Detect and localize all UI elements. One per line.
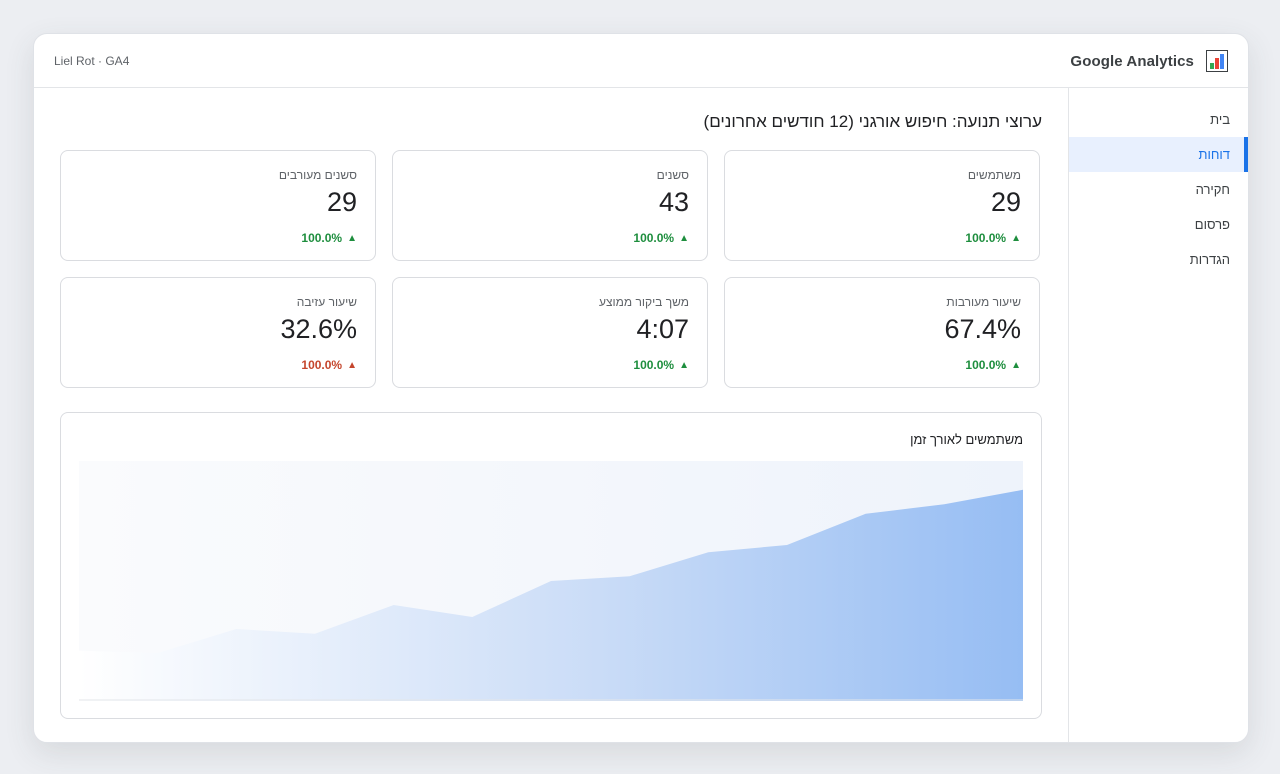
sidebar-item-settings[interactable]: הגדרות [1189, 252, 1230, 267]
top-bar: Liel Rot · GA4 Google Analytics [34, 34, 1248, 88]
metric-label: סשנים [656, 168, 689, 182]
trend-up-icon: ▲ [347, 359, 357, 371]
metric-card-engagement-rate[interactable]: שיעור מעורבות 67.4% ▲ 100.0% [724, 277, 1040, 388]
metric-card-avg-duration[interactable]: משך ביקור ממוצע 4:07 ▲ 100.0% [392, 277, 708, 388]
metric-label: סשנים מעורבים [278, 168, 357, 182]
users-area-series [79, 489, 1023, 701]
trend-up-icon: ▲ [347, 232, 357, 244]
metric-value: 67.4% [944, 314, 1021, 344]
sidebar-item-home[interactable]: בית [1210, 112, 1230, 127]
brand-title: Google Analytics [1070, 52, 1194, 70]
metric-delta: ▲ 100.0% [633, 231, 689, 245]
sidebar: בית דוחות חקירה פרסום הגדרות [1068, 88, 1248, 742]
trend-up-icon: ▲ [1011, 359, 1021, 371]
metric-value: 29 [990, 187, 1021, 217]
metric-card-bounce-rate[interactable]: שיעור עזיבה 32.6% ▲ 100.0% [60, 277, 376, 388]
metric-value: 4:07 [636, 314, 689, 344]
chart-title: משתמשים לאורך זמן [910, 432, 1023, 447]
metric-label: שיעור עזיבה [296, 295, 357, 309]
sidebar-item-explore[interactable]: חקירה [1195, 182, 1230, 197]
analytics-logo-icon [1206, 50, 1228, 72]
metric-delta: ▲ 100.0% [301, 358, 357, 372]
sidebar-item-advertising[interactable]: פרסום [1194, 217, 1230, 232]
page-title: ערוצי תנועה: חיפוש אורגני (12 חודשים אחר… [703, 112, 1042, 131]
metric-card-sessions[interactable]: סשנים 43 ▲ 100.0% [392, 150, 708, 261]
metric-value: 43 [658, 187, 689, 217]
metric-label: משתמשים [967, 168, 1021, 182]
metric-delta: ▲ 100.0% [965, 358, 1021, 372]
metric-delta: ▲ 100.0% [301, 231, 357, 245]
users-over-time-card: משתמשים לאורך זמן [60, 412, 1042, 719]
metric-delta: ▲ 100.0% [965, 231, 1021, 245]
metric-value: 32.6% [280, 314, 357, 344]
metric-card-engaged-sessions[interactable]: סשנים מעורבים 29 ▲ 100.0% [60, 150, 376, 261]
account-selector[interactable]: Liel Rot · GA4 [54, 54, 130, 68]
users-area-chart[interactable] [79, 461, 1023, 701]
trend-up-icon: ▲ [1011, 232, 1021, 244]
trend-up-icon: ▲ [679, 359, 689, 371]
app-window: Liel Rot · GA4 Google Analytics בית דוחו… [33, 33, 1249, 743]
main-content: ערוצי תנועה: חיפוש אורגני (12 חודשים אחר… [34, 88, 1068, 742]
metric-value: 29 [326, 187, 357, 217]
trend-up-icon: ▲ [679, 232, 689, 244]
brand[interactable]: Google Analytics [1070, 50, 1228, 72]
metric-delta: ▲ 100.0% [633, 358, 689, 372]
metric-card-users[interactable]: משתמשים 29 ▲ 100.0% [724, 150, 1040, 261]
metric-label: משך ביקור ממוצע [599, 295, 689, 309]
metric-label: שיעור מעורבות [946, 295, 1021, 309]
sidebar-item-reports[interactable]: דוחות [1069, 137, 1248, 172]
